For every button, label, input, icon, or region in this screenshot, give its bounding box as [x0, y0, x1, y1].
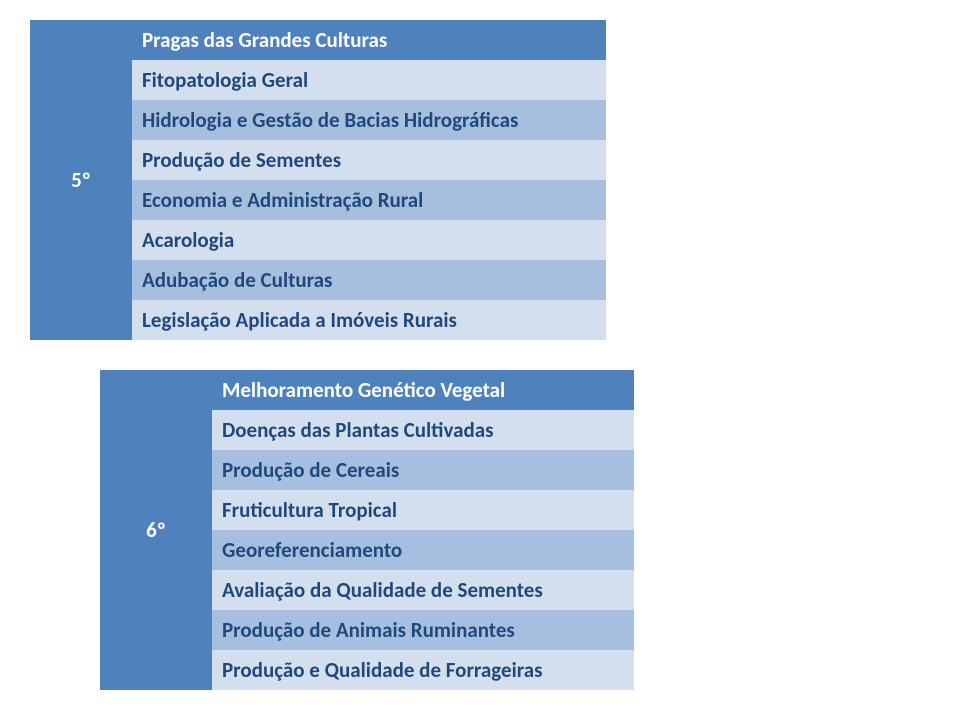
- table-cell-text: Produção e Qualidade de Forrageiras: [222, 657, 543, 683]
- table-row: Legislação Aplicada a Imóveis Rurais: [132, 300, 606, 340]
- table-row: Produção de Animais Ruminantes: [212, 610, 634, 650]
- table-cell-text: Hidrologia e Gestão de Bacias Hidrográfi…: [142, 107, 518, 133]
- table-group-5: 5º Pragas das Grandes Culturas Fitopatolo…: [30, 20, 900, 340]
- table-row: Fruticultura Tropical: [212, 490, 634, 530]
- table-row: Acarologia: [132, 220, 606, 260]
- table-row: Produção e Qualidade de Forrageiras: [212, 650, 634, 690]
- table-cell-text: Doenças das Plantas Cultivadas: [222, 417, 493, 443]
- table-row: Pragas das Grandes Culturas: [132, 20, 606, 60]
- table-row: Doenças das Plantas Cultivadas: [212, 410, 634, 450]
- table-cell-text: Avaliação da Qualidade de Sementes: [222, 577, 543, 603]
- table-row: Hidrologia e Gestão de Bacias Hidrográfi…: [132, 100, 606, 140]
- table-cell-text: Fitopatologia Geral: [142, 67, 308, 93]
- table-cell-text: Melhoramento Genético Vegetal: [222, 377, 505, 403]
- table-6-rows: Melhoramento Genético Vegetal Doenças das…: [212, 370, 634, 690]
- table-cell-text: Georeferenciamento: [222, 537, 402, 563]
- table-cell-text: Legislação Aplicada a Imóveis Rurais: [142, 307, 457, 333]
- table-row: Produção de Sementes: [132, 140, 606, 180]
- table-row: Economia e Administração Rural: [132, 180, 606, 220]
- table-5-side-label: 5º: [30, 20, 132, 340]
- table-group-6: 6º Melhoramento Genético Vegetal Doenças …: [100, 370, 900, 690]
- table-row: Fitopatologia Geral: [132, 60, 606, 100]
- table-cell-text: Adubação de Culturas: [142, 267, 332, 293]
- table-cell-text: Produção de Animais Ruminantes: [222, 617, 515, 643]
- table-cell-text: Economia e Administração Rural: [142, 187, 423, 213]
- table-row: Produção de Cereais: [212, 450, 634, 490]
- table-row: Avaliação da Qualidade de Sementes: [212, 570, 634, 610]
- table-row: Adubação de Culturas: [132, 260, 606, 300]
- table-cell-text: Fruticultura Tropical: [222, 497, 397, 523]
- table-6-side-label: 6º: [100, 370, 212, 690]
- table-cell-text: Produção de Sementes: [142, 147, 341, 173]
- table-cell-text: Produção de Cereais: [222, 457, 399, 483]
- table-row: Melhoramento Genético Vegetal: [212, 370, 634, 410]
- table-cell-text: Acarologia: [142, 227, 234, 253]
- table-cell-text: Pragas das Grandes Culturas: [142, 27, 387, 53]
- table-5-rows: Pragas das Grandes Culturas Fitopatologia…: [132, 20, 606, 340]
- table-row: Georeferenciamento: [212, 530, 634, 570]
